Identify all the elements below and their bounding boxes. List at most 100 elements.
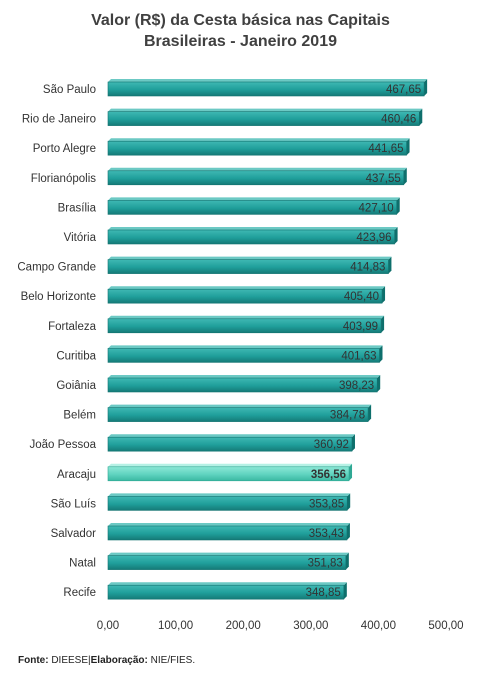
bar-belem bbox=[107, 407, 369, 422]
separator: | bbox=[88, 655, 91, 666]
bar-top-belem bbox=[108, 404, 372, 408]
bar-top-sao-luis bbox=[108, 493, 351, 497]
data-label-florianopolis: 437,55 bbox=[366, 173, 401, 185]
chart-title-line-1: Valor (R$) da Cesta básica nas Capitais bbox=[91, 12, 390, 29]
bar-side-rio-de-janeiro bbox=[419, 108, 423, 126]
bar-side-joao-pessoa bbox=[351, 434, 355, 452]
bar-top-aracaju bbox=[108, 463, 353, 467]
bar-top-campo-grande bbox=[108, 256, 392, 260]
x-tick-label-200: 200,00 bbox=[226, 620, 261, 632]
x-tick-label-500: 500,00 bbox=[428, 620, 463, 632]
data-label-aracaju: 356,56 bbox=[311, 469, 346, 481]
bar-side-salvador bbox=[346, 523, 350, 540]
x-tick-label-100: 100,00 bbox=[158, 620, 193, 632]
bar-top-curitiba bbox=[108, 345, 383, 349]
data-label-goiania: 398,23 bbox=[339, 380, 374, 392]
chart-title: Valor (R$) da Cesta básica nas Capitais … bbox=[0, 10, 481, 52]
data-label-porto-alegre: 441,65 bbox=[368, 143, 403, 155]
source-label: Fonte: bbox=[18, 655, 49, 666]
bar-recife bbox=[107, 584, 345, 600]
bar-top-goiania bbox=[108, 375, 381, 378]
bars-group: 467,65 460,46 441,65 437,55 427,10 423,96 414,… bbox=[107, 79, 428, 600]
bar-top-vitoria bbox=[108, 227, 398, 230]
category-label-porto-alegre: Porto Alegre bbox=[33, 143, 96, 155]
bar-side-belem bbox=[368, 404, 372, 422]
bar-top-sao-paulo bbox=[108, 79, 428, 82]
bar-top-natal bbox=[108, 552, 349, 556]
category-label-sao-luis: São Luís bbox=[51, 498, 97, 510]
category-label-brasilia: Brasília bbox=[58, 202, 97, 214]
category-label-rio-de-janeiro: Rio de Janeiro bbox=[22, 114, 96, 126]
data-label-salvador: 353,43 bbox=[309, 528, 344, 540]
x-tick-label-300: 300,00 bbox=[293, 620, 328, 632]
bar-joao-pessoa bbox=[107, 436, 353, 452]
category-label-recife: Recife bbox=[63, 587, 96, 599]
data-label-sao-luis: 353,85 bbox=[309, 498, 344, 510]
bar-side-belo-horizonte bbox=[382, 286, 386, 304]
bar-top-florianopolis bbox=[108, 167, 407, 171]
data-label-campo-grande: 414,83 bbox=[350, 262, 385, 274]
bar-top-recife bbox=[108, 582, 347, 586]
elaboration-label: Elaboração: bbox=[90, 655, 148, 666]
bar-top-salvador bbox=[108, 523, 350, 526]
bar-vitoria bbox=[107, 229, 395, 245]
bar-side-vitoria bbox=[394, 227, 398, 244]
bar-side-goiania bbox=[377, 375, 381, 392]
data-label-vitoria: 423,96 bbox=[356, 232, 391, 244]
data-label-fortaleza: 403,99 bbox=[343, 321, 378, 333]
category-label-goiania: Goiânia bbox=[56, 380, 96, 392]
bar-side-natal bbox=[345, 552, 349, 570]
bar-florianopolis bbox=[107, 170, 405, 186]
bar-salvador bbox=[107, 525, 348, 541]
data-label-rio-de-janeiro: 460,46 bbox=[381, 114, 416, 126]
bar-side-sao-luis bbox=[347, 493, 351, 511]
category-label-fortaleza: Fortaleza bbox=[48, 321, 97, 333]
data-label-natal: 351,83 bbox=[308, 558, 343, 570]
category-label-joao-pessoa: João Pessoa bbox=[30, 439, 97, 451]
bar-side-aracaju bbox=[349, 463, 353, 481]
category-label-curitiba: Curitiba bbox=[56, 350, 96, 362]
elaboration-value: NIE/FIES. bbox=[150, 655, 196, 666]
category-label-campo-grande: Campo Grande bbox=[17, 262, 96, 274]
chart-title-line-2: Brasileiras - Janeiro 2019 bbox=[143, 33, 337, 50]
category-labels: São Paulo Rio de Janeiro Porto Alegre Flori… bbox=[17, 84, 96, 599]
bar-top-brasilia bbox=[108, 197, 400, 201]
data-label-brasilia: 427,10 bbox=[359, 202, 394, 214]
category-label-natal: Natal bbox=[69, 558, 96, 570]
data-label-recife: 348,85 bbox=[306, 587, 341, 599]
bar-side-florianopolis bbox=[403, 167, 407, 185]
data-label-belem: 384,78 bbox=[330, 410, 365, 422]
bar-belo-horizonte bbox=[107, 288, 383, 304]
bar-porto-alegre bbox=[107, 140, 407, 156]
bar-side-brasilia bbox=[396, 197, 400, 215]
bar-top-porto-alegre bbox=[108, 138, 410, 142]
bar-sao-paulo bbox=[107, 81, 425, 97]
data-label-curitiba: 401,63 bbox=[341, 350, 376, 362]
bar-side-recife bbox=[343, 582, 347, 600]
bar-rio-de-janeiro bbox=[107, 111, 420, 126]
data-label-joao-pessoa: 360,92 bbox=[314, 439, 349, 451]
bar-top-fortaleza bbox=[108, 315, 385, 319]
bar-top-joao-pessoa bbox=[108, 434, 355, 438]
bar-sao-luis bbox=[107, 496, 348, 511]
x-tick-label-0: 0,00 bbox=[97, 620, 119, 632]
bar-side-curitiba bbox=[379, 345, 383, 363]
source-note: Fonte: DIEESE|Elaboração: NIE/FIES. bbox=[18, 655, 195, 666]
bar-goiania bbox=[107, 377, 378, 393]
data-label-sao-paulo: 467,65 bbox=[386, 84, 421, 96]
category-label-salvador: Salvador bbox=[51, 528, 97, 540]
bar-side-fortaleza bbox=[381, 315, 385, 333]
bar-side-sao-paulo bbox=[424, 79, 428, 96]
bar-top-rio-de-janeiro bbox=[108, 108, 423, 112]
category-label-vitoria: Vitória bbox=[64, 232, 97, 244]
bar-natal bbox=[107, 555, 347, 570]
bar-brasilia bbox=[107, 200, 398, 215]
category-label-belem: Belém bbox=[63, 410, 96, 422]
category-label-florianopolis: Florianópolis bbox=[31, 173, 96, 185]
bar-campo-grande bbox=[107, 259, 389, 274]
x-tick-label-400: 400,00 bbox=[361, 620, 396, 632]
category-label-belo-horizonte: Belo Horizonte bbox=[21, 291, 96, 303]
bar-aracaju bbox=[107, 466, 350, 482]
x-axis-ticks: 0,00 100,00 200,00 300,00 400,00 500,00 bbox=[97, 620, 464, 632]
